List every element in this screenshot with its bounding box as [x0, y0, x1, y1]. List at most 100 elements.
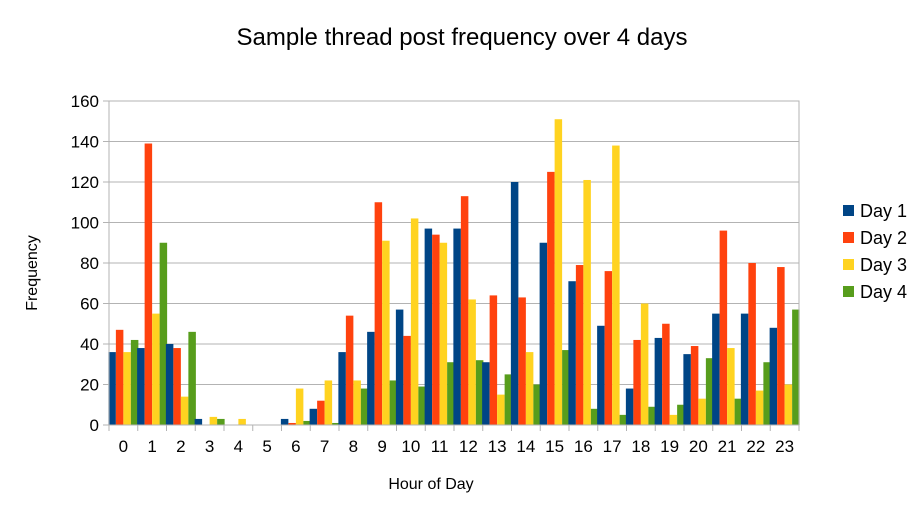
- bar: [180, 396, 189, 425]
- x-tick-label: 17: [603, 437, 622, 456]
- x-tick-label: 19: [660, 437, 679, 456]
- bar: [662, 323, 670, 425]
- x-tick-label: 5: [262, 437, 271, 456]
- x-tick-label: 2: [176, 437, 185, 456]
- bar: [395, 309, 404, 425]
- bar: [332, 422, 340, 425]
- bar: [209, 416, 218, 425]
- bar: [489, 295, 498, 425]
- legend-swatch: [843, 286, 854, 297]
- y-tick-label: 120: [71, 173, 99, 192]
- legend-swatch: [843, 205, 854, 216]
- bar: [510, 182, 519, 425]
- bar: [280, 418, 289, 425]
- x-axis-label: Hour of Day: [388, 476, 473, 493]
- bar: [309, 408, 318, 425]
- bar: [777, 267, 785, 425]
- bar: [784, 384, 793, 425]
- bar: [295, 388, 304, 425]
- bar: [562, 350, 570, 425]
- bars-group: [108, 119, 800, 426]
- bar: [360, 388, 369, 425]
- x-tick-label: 20: [689, 437, 708, 456]
- y-tick-label: 60: [80, 295, 99, 314]
- bar: [719, 230, 728, 425]
- bar: [447, 362, 455, 425]
- legend-label: Day 1: [860, 201, 907, 221]
- bar: [539, 242, 548, 425]
- x-tick-label: 10: [401, 437, 420, 456]
- bar: [792, 309, 800, 425]
- bar: [648, 406, 656, 425]
- y-tick-labels: 0 20 40 60 80 100 120 140 160: [71, 92, 99, 435]
- bar: [625, 388, 634, 425]
- bar: [303, 420, 311, 425]
- bar: [165, 344, 174, 425]
- x-tick-label: 0: [119, 437, 128, 456]
- bar: [712, 313, 720, 425]
- bar: [568, 281, 576, 425]
- y-tick-label: 140: [71, 133, 99, 152]
- x-tick-label: 18: [631, 437, 650, 456]
- bar: [690, 346, 699, 425]
- x-tick-labels: 0 1 2 3 4 5 6 7 8 9 10 11 12 13 14 15 16 17 18 19 20 21 22 23: [119, 437, 794, 456]
- bar: [683, 354, 691, 425]
- bar: [612, 145, 620, 426]
- bar: [740, 313, 749, 425]
- x-tick-label: 11: [431, 437, 449, 456]
- bar: [144, 143, 153, 425]
- x-tick-label: 22: [746, 437, 765, 456]
- bar: [590, 408, 599, 425]
- bar: [533, 384, 541, 425]
- bar: [604, 271, 613, 425]
- bar: [389, 380, 398, 425]
- legend-label: Day 3: [860, 255, 907, 275]
- y-tick-label: 100: [71, 214, 99, 233]
- bar: [367, 331, 375, 425]
- x-tick-label: 14: [516, 437, 535, 456]
- bar: [755, 390, 764, 425]
- legend-swatch: [843, 232, 854, 243]
- bar: [633, 339, 641, 425]
- bar: [137, 348, 145, 425]
- bar: [345, 315, 354, 425]
- bar: [677, 404, 685, 425]
- y-tick-label: 20: [80, 376, 99, 395]
- bar: [597, 325, 605, 425]
- bar: [152, 313, 160, 425]
- legend: Day 1 Day 2 Day 3 Day 4: [843, 201, 907, 302]
- bar: [504, 374, 513, 425]
- legend-swatch: [843, 259, 854, 270]
- bar: [654, 337, 663, 425]
- legend-label: Day 2: [860, 228, 907, 248]
- y-axis-label: Frequency: [24, 235, 41, 311]
- bar: [324, 380, 333, 425]
- x-tick-label: 15: [545, 437, 564, 456]
- bar: [698, 398, 706, 425]
- x-tick-label: 7: [320, 437, 329, 456]
- y-tick-label: 0: [90, 416, 99, 435]
- axes: [103, 100, 800, 431]
- x-tick-label: 4: [234, 437, 243, 456]
- x-tick-label: 9: [377, 437, 386, 456]
- bar: [188, 331, 196, 425]
- bar: [410, 218, 419, 425]
- bar: [640, 303, 649, 425]
- bar: [619, 414, 628, 425]
- bar: [217, 418, 225, 425]
- x-tick-label: 3: [205, 437, 214, 456]
- y-tick-label: 160: [71, 92, 99, 111]
- bar: [769, 327, 778, 425]
- bar: [727, 348, 735, 425]
- x-tick-label: 13: [488, 437, 507, 456]
- bar: [518, 297, 526, 425]
- x-tick-label: 1: [147, 437, 156, 456]
- bar: [583, 179, 591, 425]
- x-tick-label: 12: [459, 437, 478, 456]
- bar: [115, 329, 124, 425]
- bar: [424, 228, 433, 425]
- x-tick-label: 23: [775, 437, 794, 456]
- bar: [482, 362, 490, 425]
- bar: [173, 348, 181, 425]
